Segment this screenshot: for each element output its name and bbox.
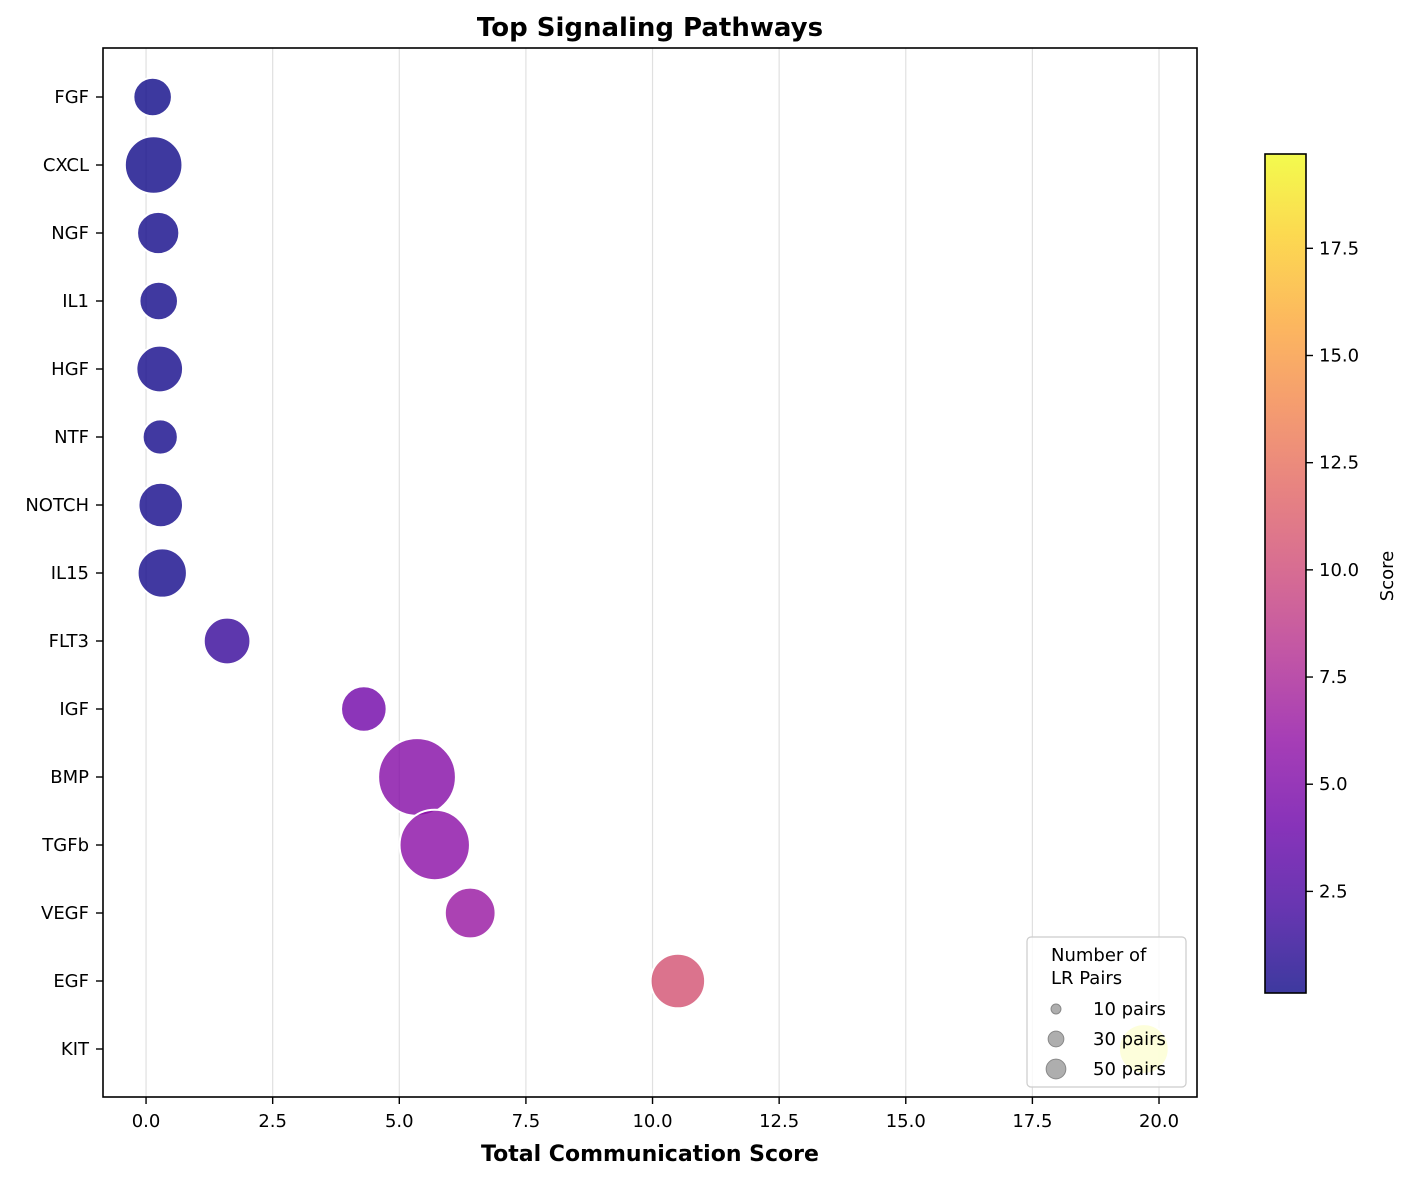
y-tick-label: IL1 <box>62 291 89 312</box>
x-tick-label: 20.0 <box>1139 1111 1179 1132</box>
x-tick-label: 12.5 <box>759 1111 799 1132</box>
y-axis: FGF CXCL NGF IL1 HGF NTF NOTCH IL15 FLT3 IGF BMP TG… <box>25 87 103 1060</box>
bubble-il15 <box>136 547 188 599</box>
x-tick-label: 2.5 <box>258 1111 287 1132</box>
bubble-fgf <box>132 76 173 118</box>
y-tick-label: CXCL <box>43 155 89 176</box>
legend-entry-label: 10 pairs <box>1093 999 1166 1020</box>
y-tick-label: VEGF <box>41 903 89 924</box>
y-tick-label: IGF <box>59 699 89 720</box>
y-tick-label: FGF <box>54 87 89 108</box>
colorbar-tick-label: 5.0 <box>1319 774 1348 795</box>
x-tick-label: 0.0 <box>132 1111 161 1132</box>
y-tick-label: EGF <box>53 971 89 992</box>
legend-marker <box>1047 1030 1065 1048</box>
size-legend: Number of LR Pairs 10 pairs 30 pairs 50 pa… <box>1026 936 1187 1088</box>
colorbar-frame <box>1264 153 1307 994</box>
x-tick-label: 15.0 <box>886 1111 926 1132</box>
legend-entry-label: 50 pairs <box>1093 1059 1166 1080</box>
legend-title-line-1: Number of <box>1051 945 1147 966</box>
bubble-igf <box>340 685 388 733</box>
colorbar-tick-label: 15.0 <box>1319 345 1359 366</box>
legend-entry-label: 30 pairs <box>1093 1029 1166 1050</box>
colorbar-tick-label: 2.5 <box>1319 881 1348 902</box>
bubble-ntf <box>141 418 179 456</box>
bubble-notch <box>137 481 185 529</box>
bubble-bmp <box>377 737 457 817</box>
legend-title-line-2: LR Pairs <box>1051 968 1122 989</box>
x-tick-label: 17.5 <box>1012 1111 1052 1132</box>
colorbar-tick-label: 17.5 <box>1319 238 1359 259</box>
colorbar-label: Score <box>1377 551 1398 601</box>
y-tick-label: NTF <box>54 427 89 448</box>
bubble-cxcl <box>123 135 184 195</box>
legend-box <box>1026 936 1187 1088</box>
colorbar-ticks: 2.5 5.0 7.5 10.0 12.5 15.0 17.5 <box>1306 238 1359 902</box>
bubble-ngf <box>136 210 181 256</box>
x-axis-label: Total Communication Score <box>481 1142 819 1167</box>
plot-background <box>103 48 1197 1097</box>
chart-title: Top Signaling Pathways <box>477 13 823 43</box>
y-tick-label: NGF <box>51 223 89 244</box>
x-axis: 0.0 2.5 5.0 7.5 10.0 12.5 15.0 17.5 20.0 <box>132 1097 1179 1132</box>
y-tick-label: NOTCH <box>25 495 89 516</box>
colorbar-tick-label: 10.0 <box>1319 560 1359 581</box>
bubble-layer <box>123 76 1170 1075</box>
bubble-egf <box>649 952 707 1010</box>
bubble-hgf <box>135 344 185 394</box>
colorbar-tick-label: 7.5 <box>1319 667 1348 688</box>
x-tick-label: 10.0 <box>632 1111 672 1132</box>
legend-marker <box>1050 1003 1062 1015</box>
colorbar: 2.5 5.0 7.5 10.0 12.5 15.0 17.5 Score <box>1264 153 1398 994</box>
plot-area: 0.0 2.5 5.0 7.5 10.0 12.5 15.0 17.5 20.0 FGF CXCL… <box>25 47 1198 1132</box>
y-tick-label: HGF <box>51 359 89 380</box>
bubble-tgfb <box>398 808 471 882</box>
colorbar-tick-label: 12.5 <box>1319 453 1359 474</box>
x-tick-label: 7.5 <box>512 1111 541 1132</box>
y-tick-label: FLT3 <box>49 631 89 652</box>
colorbar-gradient <box>1265 154 1306 993</box>
bubble-flt3 <box>202 616 252 666</box>
y-tick-label: BMP <box>50 767 89 788</box>
y-tick-label: TGFb <box>41 835 89 856</box>
legend-marker <box>1045 1058 1067 1080</box>
y-tick-label: IL15 <box>51 563 89 584</box>
legend-entries: 10 pairs 30 pairs 50 pairs <box>1045 999 1166 1080</box>
y-tick-label: KIT <box>61 1039 90 1060</box>
bubble-vegf <box>443 886 497 940</box>
x-tick-label: 5.0 <box>385 1111 414 1132</box>
bubble-il1 <box>138 280 179 322</box>
